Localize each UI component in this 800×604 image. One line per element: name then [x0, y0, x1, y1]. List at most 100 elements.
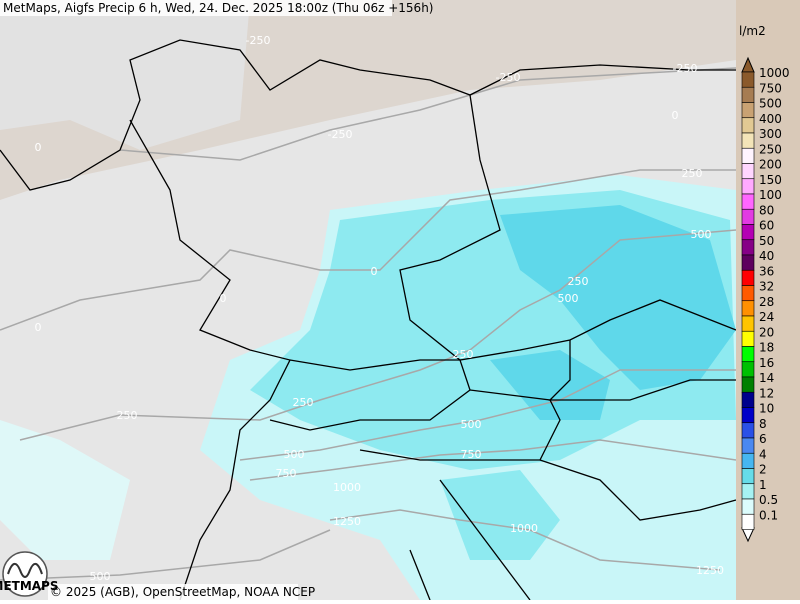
legend-label: 0.1 — [759, 508, 778, 522]
contour-label: 1250 — [696, 564, 724, 577]
contour-label: 250 — [568, 275, 589, 288]
legend-label: 8 — [759, 417, 767, 431]
legend-unit: l/m2 — [739, 24, 766, 38]
legend-swatch — [741, 163, 755, 180]
legend-label: 400 — [759, 112, 782, 126]
legend-swatch — [741, 361, 755, 378]
legend-label: 200 — [759, 158, 782, 172]
legend-label: 32 — [759, 280, 774, 294]
legend-label: 4 — [759, 447, 767, 461]
legend-label: 1 — [759, 478, 767, 492]
legend-swatch — [741, 239, 755, 256]
legend-label: 18 — [759, 341, 774, 355]
legend-label: 80 — [759, 203, 774, 217]
legend-swatch — [741, 391, 755, 408]
legend-label: 40 — [759, 249, 774, 263]
legend-label: 36 — [759, 264, 774, 278]
legend-label: 24 — [759, 310, 774, 324]
contour-label: 0 — [220, 292, 227, 305]
contour-label: 250 — [117, 409, 138, 422]
legend-label: 16 — [759, 356, 774, 370]
contour-label: 250 — [453, 348, 474, 361]
legend-swatch — [741, 468, 755, 485]
contour-label: -250 — [246, 34, 271, 47]
legend-swatch — [741, 117, 755, 134]
contour-label: 1000 — [510, 522, 538, 535]
contour-label: 0 — [371, 265, 378, 278]
contour-label: 1000 — [333, 481, 361, 494]
legend-swatch — [741, 178, 755, 195]
contour-label: 0 — [35, 321, 42, 334]
legend-label: 12 — [759, 386, 774, 400]
contour-label: 500 — [558, 292, 579, 305]
contour-label: 0 — [35, 141, 42, 154]
contour-label: 500 — [284, 448, 305, 461]
precip-heavy — [500, 205, 736, 390]
contour-label: 250 — [682, 167, 703, 180]
legend-label: 20 — [759, 325, 774, 339]
contour-label: 750 — [461, 448, 482, 461]
legend-swatch — [741, 437, 755, 454]
contour-label: -250 — [673, 62, 698, 75]
contour-label: 250 — [293, 396, 314, 409]
legend-swatch — [741, 300, 755, 317]
legend-swatch — [741, 422, 755, 439]
legend-label: 300 — [759, 127, 782, 141]
legend-swatch — [741, 285, 755, 302]
contour-label: 0 — [672, 109, 679, 122]
legend-label: 250 — [759, 142, 782, 156]
legend-swatch — [741, 254, 755, 271]
legend-swatch — [741, 86, 755, 103]
legend-swatch — [741, 147, 755, 164]
legend-label: 150 — [759, 173, 782, 187]
logo-wave — [7, 563, 43, 578]
legend-swatch — [741, 208, 755, 225]
header-box — [0, 0, 392, 16]
header-title: MetMaps, Aigfs Precip 6 h, Wed, 24. Dec.… — [3, 1, 433, 15]
legend-swatch — [741, 346, 755, 363]
legend-swatch — [741, 102, 755, 119]
borders — [0, 39, 737, 601]
legend-label: 1000 — [759, 66, 790, 80]
legend-swatch — [741, 483, 755, 500]
legend-label: 50 — [759, 234, 774, 248]
legend-label: 60 — [759, 219, 774, 233]
contour-label: 500 — [461, 418, 482, 431]
legend-label: 10 — [759, 402, 774, 416]
contour-label: 1250 — [333, 515, 361, 528]
contour-labels: -250 -250 -250 -250 0 0 250 500 0 0 0 25… — [35, 34, 725, 583]
legend-swatch — [741, 315, 755, 332]
contour-label: 500 — [691, 228, 712, 241]
legend-label: 500 — [759, 97, 782, 111]
legend-label: 14 — [759, 371, 774, 385]
precip-moderate — [440, 470, 560, 560]
legend-swatch — [741, 132, 755, 149]
logo-text: METMAPS — [0, 579, 59, 593]
legend-swatch — [741, 452, 755, 469]
copyright: © 2025 (AGB), OpenStreetMap, NOAA NCEP — [50, 585, 315, 599]
legend-label: 28 — [759, 295, 774, 309]
legend-swatch — [741, 193, 755, 210]
precip-heavy — [490, 350, 610, 420]
sea — [0, 0, 250, 150]
legend-swatch — [741, 498, 755, 515]
legend-swatch — [741, 407, 755, 424]
contour-label: 750 — [276, 467, 297, 480]
legend-label: 2 — [759, 463, 767, 477]
legend-swatch — [741, 330, 755, 347]
legend-label: 0.5 — [759, 493, 778, 507]
legend-label: 750 — [759, 81, 782, 95]
footer-box — [48, 584, 298, 600]
legend-swatch — [741, 376, 755, 393]
legend-label: 100 — [759, 188, 782, 202]
legend-swatch — [741, 71, 755, 88]
legend-swatch — [741, 269, 755, 286]
contour-label: -250 — [496, 71, 521, 84]
legend-swatch — [741, 224, 755, 241]
legend-label: 6 — [759, 432, 767, 446]
legend-swatch — [741, 513, 755, 530]
contour-label: -250 — [328, 128, 353, 141]
precip-light — [0, 420, 130, 560]
